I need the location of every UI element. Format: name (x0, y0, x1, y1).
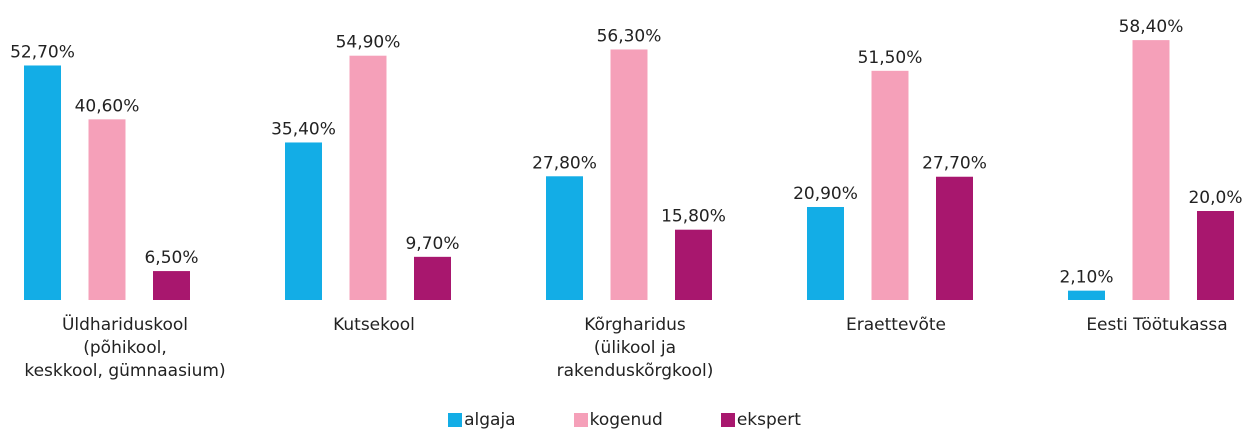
bar (807, 206, 844, 300)
bar (610, 49, 648, 301)
legend-item: ekspert (720, 410, 801, 430)
bar (153, 271, 190, 300)
bar (285, 142, 322, 300)
bar (546, 176, 583, 300)
bar (1132, 40, 1170, 301)
value-label: 52,70% (10, 42, 75, 62)
value-label: 9,70% (405, 234, 459, 254)
legend-swatch (448, 413, 463, 427)
bar (675, 229, 712, 300)
value-label: 56,30% (597, 26, 662, 46)
legend-label: kogenud (589, 410, 663, 430)
legend: algaja kogenud ekspert (0, 410, 1249, 430)
bar (936, 176, 973, 300)
legend-item: kogenud (573, 410, 663, 430)
value-label: 35,40% (271, 119, 336, 139)
value-label: 27,80% (532, 153, 597, 173)
value-label: 27,70% (922, 154, 987, 174)
value-label: 2,10% (1059, 268, 1113, 288)
bar (88, 119, 126, 300)
value-label: 20,0% (1188, 188, 1242, 208)
legend-item: algaja (448, 410, 516, 430)
bar (1197, 211, 1234, 300)
x-tick-label: Eraettevõte (846, 315, 946, 335)
value-label: 54,90% (336, 33, 401, 53)
bar (24, 65, 61, 300)
value-label: 58,40% (1119, 17, 1184, 37)
x-tick-label: Üldhariduskool (põhikool, keskkool, gümn… (24, 315, 226, 381)
bar (871, 70, 909, 300)
x-tick-label: Kõrgharidus (ülikool ja rakenduskõrgkool… (556, 315, 714, 381)
bar (414, 256, 451, 300)
x-tick-label: Eesti Töötukassa (1086, 315, 1228, 335)
value-label: 20,90% (793, 184, 858, 204)
value-label: 15,80% (661, 207, 726, 227)
value-label: 40,60% (75, 96, 140, 116)
legend-label: ekspert (736, 410, 801, 430)
x-tick-label: Kutsekool (333, 315, 415, 335)
legend-swatch (573, 413, 588, 427)
legend-swatch (720, 413, 735, 427)
value-label: 51,50% (858, 48, 923, 68)
legend-label: algaja (464, 410, 516, 430)
value-label: 6,50% (144, 248, 198, 268)
bar (349, 55, 387, 300)
bar (1068, 290, 1105, 300)
